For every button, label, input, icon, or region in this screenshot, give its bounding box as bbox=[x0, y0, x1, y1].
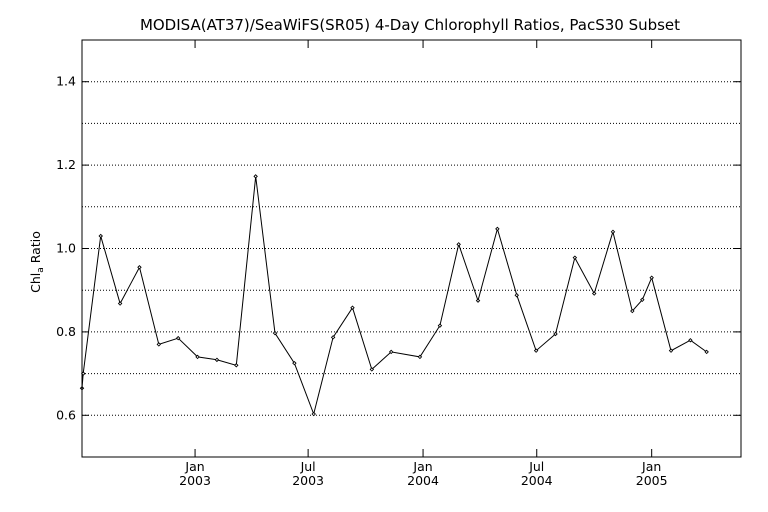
data-point bbox=[195, 354, 200, 360]
data-point bbox=[214, 357, 220, 363]
y-tick-label: 0.8 bbox=[56, 324, 76, 339]
data-point bbox=[640, 297, 645, 303]
series-line bbox=[81, 176, 707, 416]
data-point bbox=[117, 301, 123, 306]
data-point bbox=[495, 226, 500, 232]
chart-title: MODISA(AT37)/SeaWiFS(SR05) 4-Day Chlorop… bbox=[140, 16, 680, 34]
data-point bbox=[137, 265, 142, 270]
data-point bbox=[553, 331, 558, 337]
data-point bbox=[98, 233, 103, 239]
data-point bbox=[292, 360, 297, 366]
x-tick-label-month: Jan bbox=[641, 459, 661, 474]
y-axis-label-subscript: a bbox=[36, 267, 46, 273]
data-point bbox=[330, 335, 336, 340]
y-axis-label-rest: Ratio bbox=[28, 231, 43, 267]
data-point bbox=[572, 255, 578, 260]
x-tick-label-year: 2003 bbox=[292, 473, 324, 488]
series-points bbox=[79, 174, 709, 417]
x-tick-label-year: 2005 bbox=[636, 473, 668, 488]
plot-frame bbox=[81, 39, 742, 458]
y-axis-label-main: Chl bbox=[28, 273, 43, 293]
data-point bbox=[704, 349, 709, 355]
data-point bbox=[369, 367, 375, 372]
data-point bbox=[175, 335, 181, 341]
data-point bbox=[388, 349, 394, 355]
y-tick-label: 1.0 bbox=[56, 241, 76, 256]
data-point bbox=[253, 174, 258, 179]
data-point bbox=[311, 411, 316, 417]
x-tick-label-month: Jan bbox=[184, 459, 204, 474]
grid-lines bbox=[82, 81, 741, 416]
x-tick-label-year: 2004 bbox=[521, 473, 553, 488]
data-point bbox=[591, 291, 597, 296]
x-tick-label-month: Jul bbox=[300, 459, 316, 474]
data-point bbox=[649, 275, 654, 280]
data-point bbox=[630, 308, 635, 314]
data-point bbox=[156, 342, 162, 347]
x-tick-label-month: Jan bbox=[412, 459, 432, 474]
data-point bbox=[417, 354, 423, 360]
x-tick-label-year: 2004 bbox=[407, 473, 439, 488]
data-point bbox=[688, 338, 693, 343]
data-point bbox=[668, 348, 674, 353]
data-point bbox=[437, 323, 443, 328]
y-axis-label: Chla Ratio bbox=[28, 231, 46, 293]
x-tick-label-month: Jul bbox=[528, 459, 544, 474]
data-point bbox=[272, 330, 278, 336]
x-tick-label-year: 2003 bbox=[179, 473, 211, 488]
y-tick-label: 1.2 bbox=[56, 157, 76, 172]
y-tick-label: 0.6 bbox=[56, 407, 76, 422]
data-point bbox=[234, 363, 239, 368]
data-point bbox=[475, 298, 481, 303]
data-point bbox=[533, 348, 539, 353]
data-point bbox=[350, 305, 355, 310]
data-point bbox=[610, 229, 616, 235]
data-point bbox=[514, 292, 519, 298]
y-axis-ticks: 0.6 0.8 1.0 1.2 1.4 bbox=[56, 74, 741, 422]
data-point bbox=[456, 242, 461, 247]
y-tick-label: 1.4 bbox=[56, 74, 76, 89]
